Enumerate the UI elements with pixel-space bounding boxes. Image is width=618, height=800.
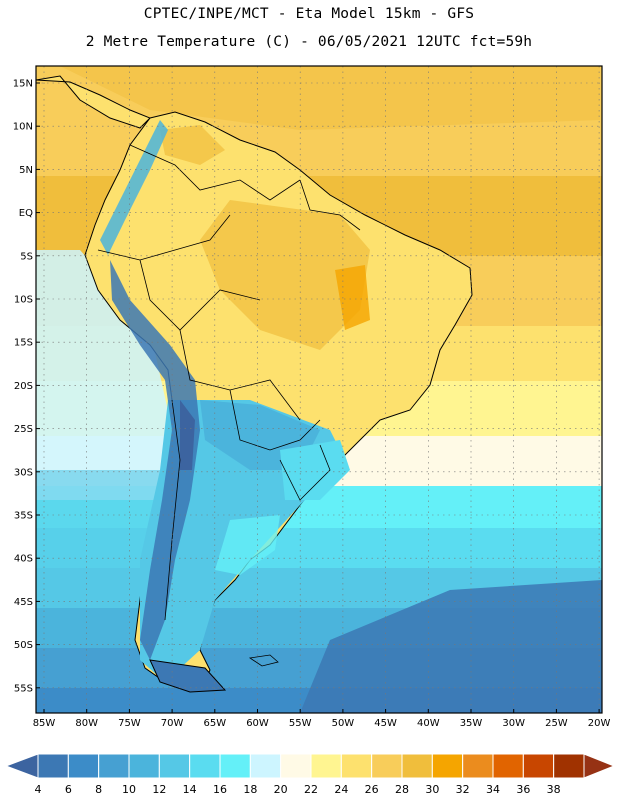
latitude-label: 40S [14, 554, 33, 565]
colorbar-label: 32 [456, 783, 470, 796]
latitude-label: 25S [14, 424, 33, 435]
colorbar-label: 18 [243, 783, 257, 796]
colorbar-swatch [67, 753, 100, 779]
colorbar-label: 20 [274, 783, 288, 796]
latitude-label: 5N [19, 165, 33, 176]
latitude-label: 50S [14, 640, 33, 651]
latitude-label: 15N [13, 79, 33, 90]
colorbar-label: 6 [65, 783, 72, 796]
map-title-line-2: 2 Metre Temperature (C) - 06/05/2021 12U… [85, 34, 533, 50]
longitude-label: 60W [246, 718, 269, 729]
longitude-label: 45W [374, 718, 397, 729]
colorbar-swatch [249, 753, 282, 779]
latitude-label: EQ [19, 208, 33, 219]
longitude-label: 20W [588, 718, 611, 729]
latitude-labels: 15N 10N 5N EQ 5S 10S 15S 20S 25S 30S 35S 40S 45S 50S 5… [13, 79, 40, 694]
colorbar-label: 4 [35, 783, 42, 796]
latitude-label: 45S [14, 597, 33, 608]
colorbar-swatch [98, 753, 130, 779]
colorbar-swatch [431, 753, 464, 779]
colorbar-label: 14 [183, 783, 197, 796]
colorbar-swatch [128, 753, 160, 779]
latitude-label: 10N [13, 122, 33, 133]
longitude-label: 35W [460, 718, 483, 729]
colorbar-label: 10 [122, 783, 136, 796]
colorbar-label: 16 [213, 783, 227, 796]
colorbar-high-arrow [583, 753, 616, 779]
longitude-label: 85W [33, 718, 56, 729]
longitude-labels: 85W 80W 75W 70W 65W 60W 55W 50W 45W 40W 35W 30W 25W 2… [33, 709, 611, 729]
colorbar-label: 12 [152, 783, 166, 796]
colorbar-label: 30 [425, 783, 439, 796]
longitude-label: 75W [118, 718, 141, 729]
longitude-label: 30W [502, 718, 525, 729]
longitude-label: 25W [545, 718, 568, 729]
colorbar-label: 22 [304, 783, 318, 796]
longitude-label: 50W [332, 718, 355, 729]
latitude-label: 10S [14, 295, 33, 306]
temperature-field [36, 66, 602, 713]
colorbar: 4 6 8 10 12 14 16 18 20 22 24 26 28 30 32 34 36 38 [4, 753, 616, 796]
latitude-label: 5S [20, 251, 33, 262]
colorbar-swatch [522, 753, 555, 779]
longitude-label: 80W [75, 718, 98, 729]
longitude-label: 70W [161, 718, 184, 729]
latitude-label: 35S [14, 511, 33, 522]
colorbar-swatch [280, 753, 312, 779]
longitude-label: 40W [417, 718, 440, 729]
latitude-label: 30S [14, 467, 33, 478]
map-graticule [36, 66, 602, 713]
colorbar-low-arrow [4, 753, 39, 779]
colorbar-label: 8 [95, 783, 102, 796]
colorbar-swatch [189, 753, 221, 779]
map-title-line-1: CPTEC/INPE/MCT - Eta Model 15km - GFS [143, 6, 475, 22]
longitude-label: 55W [289, 718, 312, 729]
colorbar-label: 28 [395, 783, 409, 796]
map-frame [35, 65, 603, 714]
colorbar-swatch [158, 753, 191, 779]
colorbar-swatch [37, 753, 69, 779]
longitude-label: 65W [203, 718, 226, 729]
colorbar-swatch [492, 753, 524, 779]
latitude-label: 55S [14, 683, 33, 694]
colorbar-label: 38 [547, 783, 561, 796]
latitude-label: 15S [14, 338, 33, 349]
colorbar-swatch [401, 753, 433, 779]
colorbar-label: 36 [516, 783, 530, 796]
colorbar-label: 24 [334, 783, 348, 796]
colorbar-label: 34 [486, 783, 500, 796]
colorbar-label: 26 [365, 783, 379, 796]
colorbar-swatch [310, 753, 342, 779]
colorbar-swatch [553, 753, 585, 779]
colorbar-swatch [462, 753, 494, 779]
colorbar-swatch [340, 753, 373, 779]
latitude-label: 20S [14, 381, 33, 392]
colorbar-swatch [371, 753, 403, 779]
colorbar-swatch [219, 753, 251, 779]
